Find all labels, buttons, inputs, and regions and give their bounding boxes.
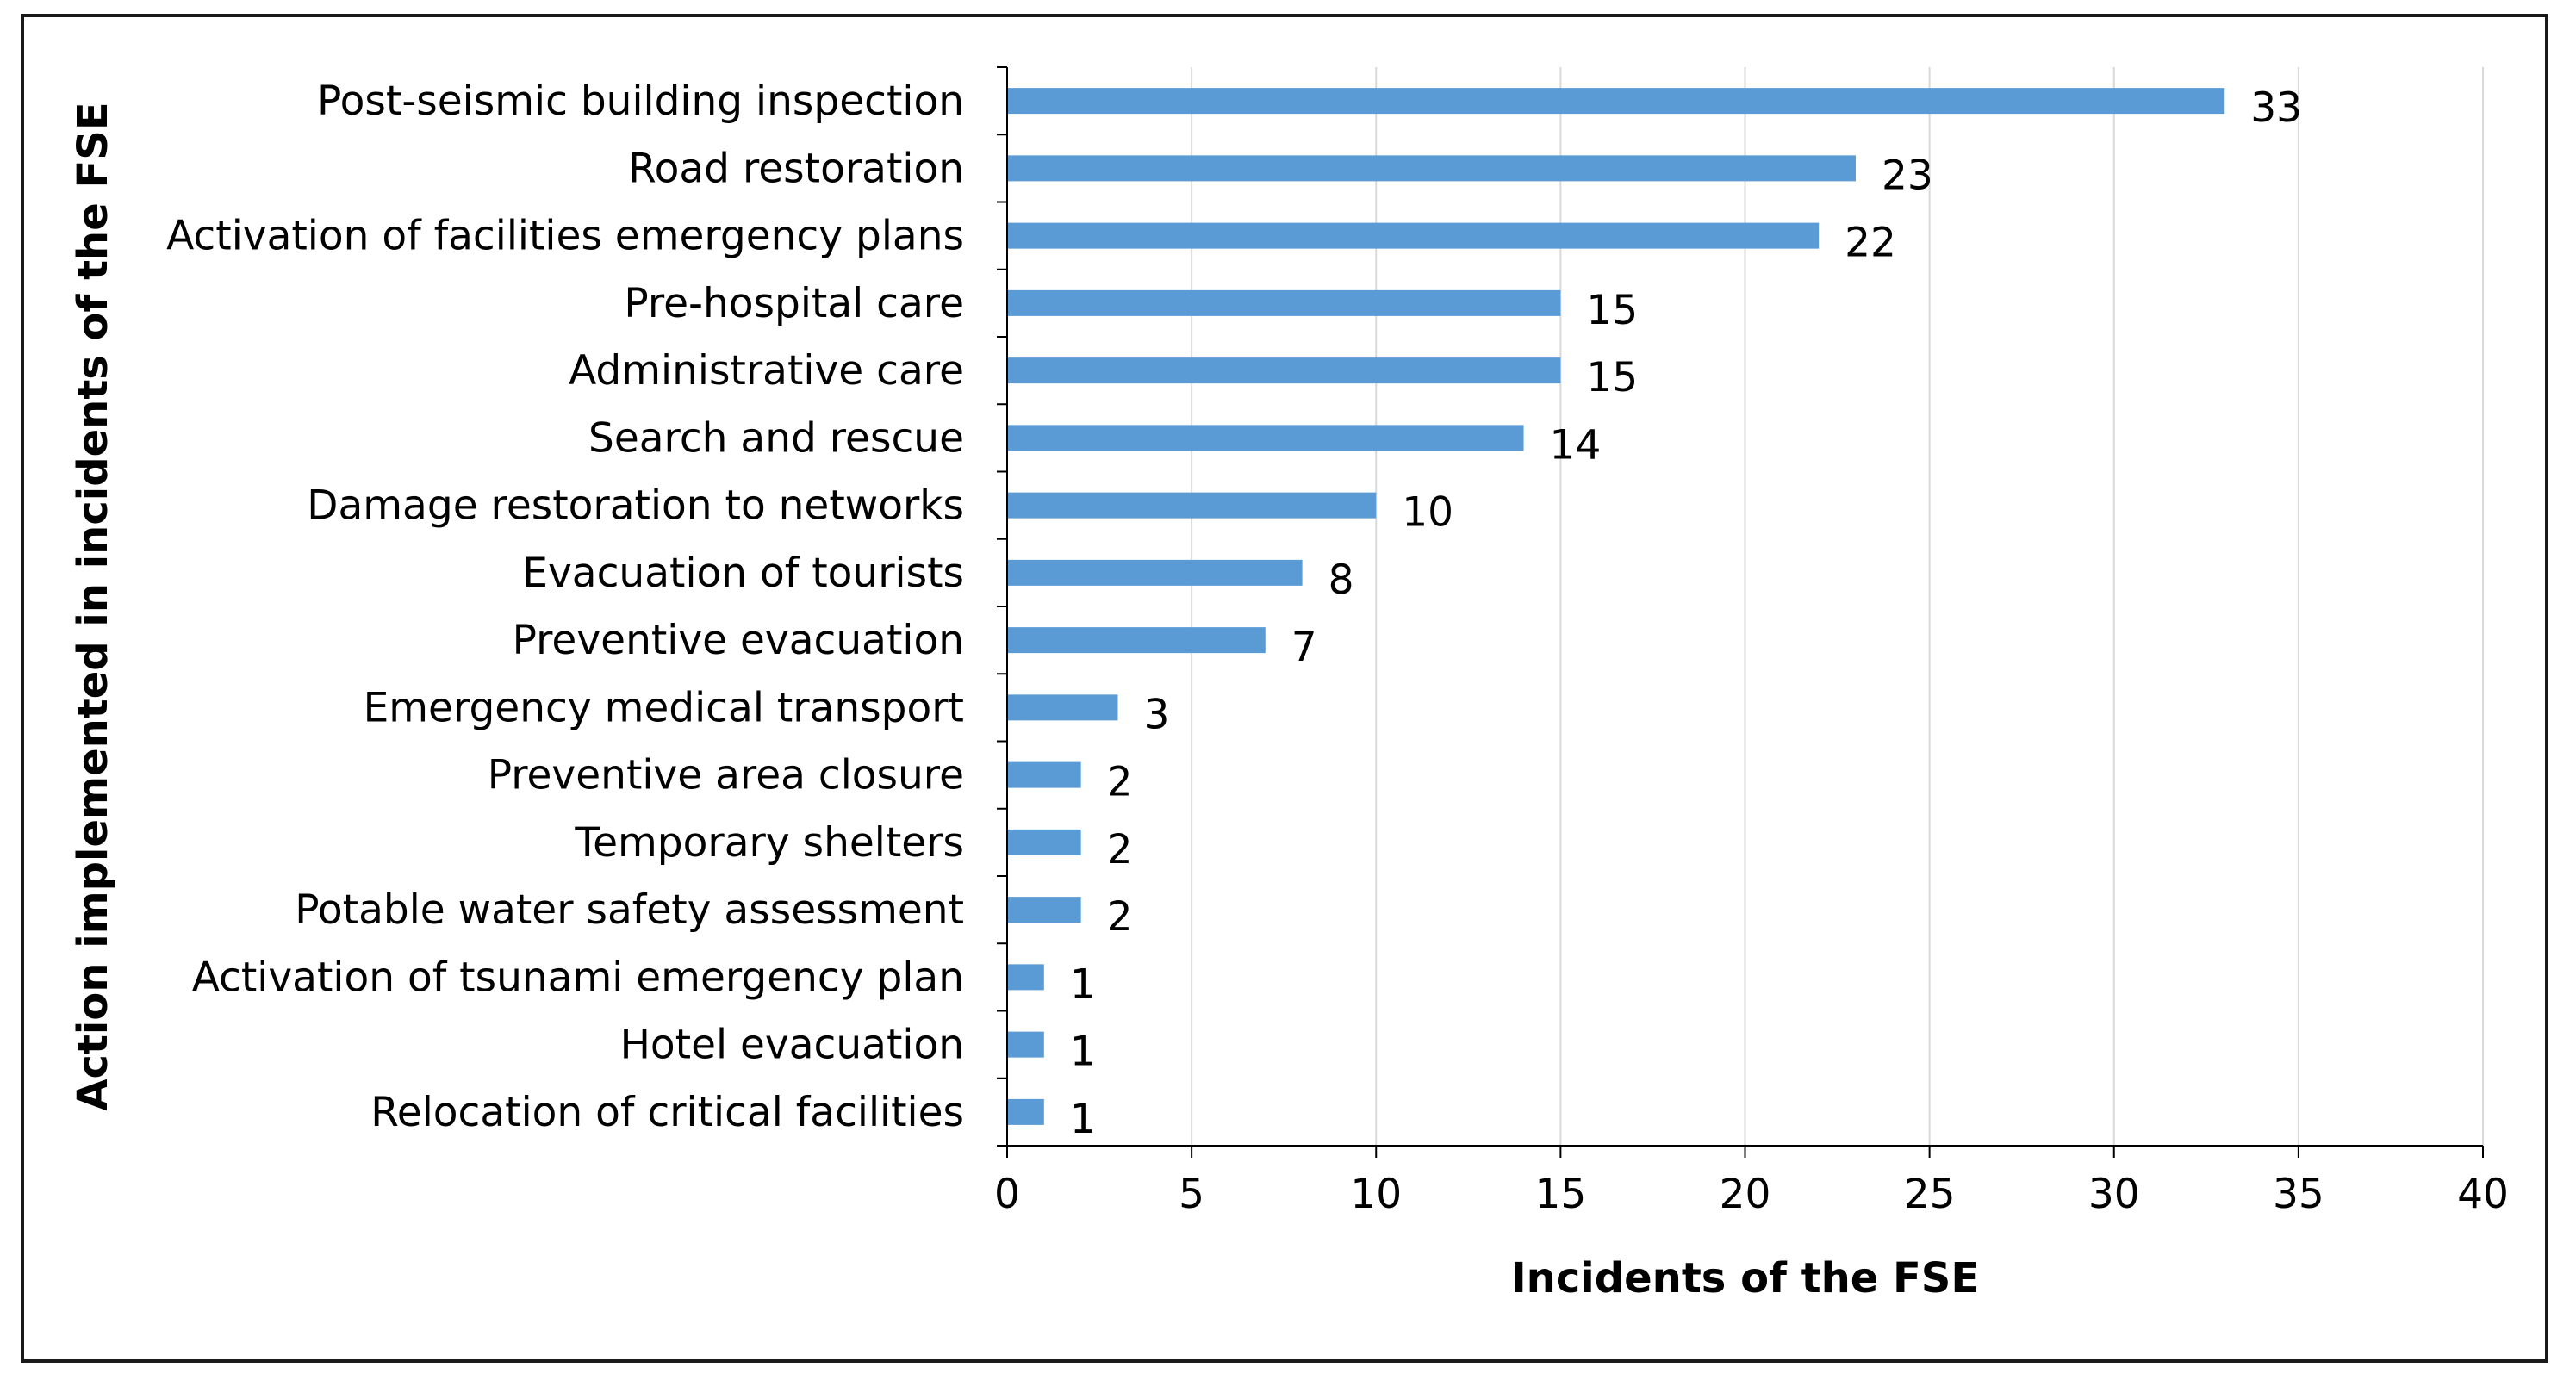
- data-label: 22: [1845, 220, 1896, 267]
- category-label: Temporary shelters: [574, 819, 964, 867]
- bar: [1007, 761, 1081, 788]
- data-label: 2: [1107, 893, 1133, 941]
- data-label: 1: [1070, 960, 1096, 1008]
- data-label: 3: [1143, 691, 1169, 738]
- x-tick-label: 25: [1904, 1171, 1956, 1218]
- axes: [997, 66, 2484, 1158]
- data-label: 2: [1107, 759, 1133, 806]
- bar: [1007, 964, 1044, 991]
- category-label: Search and rescue: [588, 414, 964, 462]
- bar: [1007, 88, 2225, 115]
- category-label: Damage restoration to networks: [307, 482, 964, 530]
- category-label: Post-seismic building inspection: [317, 78, 964, 125]
- x-tick-label: 10: [1350, 1171, 1402, 1218]
- category-label: Activation of tsunami emergency plan: [192, 954, 964, 1001]
- data-label: 15: [1586, 354, 1638, 401]
- category-label: Emergency medical transport: [364, 684, 964, 731]
- chart-frame: 0 5 10 15 20 25 30 35 40 Post-seismic building in…: [21, 14, 2548, 1363]
- bar: [1007, 222, 1820, 249]
- data-label: 1: [1070, 1029, 1096, 1076]
- category-label: Administrative care: [569, 347, 964, 395]
- x-tick-label: 5: [1179, 1171, 1204, 1218]
- bar: [1007, 155, 1856, 182]
- data-label: 1: [1070, 1096, 1096, 1143]
- x-tick-label: 15: [1534, 1171, 1586, 1218]
- category-label: Evacuation of tourists: [522, 550, 964, 597]
- bar: [1007, 1098, 1044, 1125]
- bar: [1007, 425, 1524, 451]
- bar: [1007, 694, 1118, 721]
- data-label: 10: [1402, 489, 1453, 537]
- bar: [1007, 559, 1303, 586]
- category-label: Potable water safety assessment: [295, 886, 964, 934]
- data-label: 15: [1586, 287, 1638, 334]
- x-tick-label: 0: [994, 1171, 1020, 1218]
- data-label: 23: [1882, 152, 1933, 199]
- category-label: Activation of facilities emergency plans: [166, 213, 964, 260]
- bar: [1007, 357, 1561, 384]
- bar: [1007, 627, 1266, 654]
- bar: [1007, 897, 1081, 923]
- bar: [1007, 492, 1377, 519]
- category-label: Road restoration: [628, 145, 964, 192]
- category-label: Preventive area closure: [488, 752, 964, 799]
- bar: [1007, 289, 1561, 316]
- data-label: 8: [1328, 556, 1354, 604]
- x-tick-label: 30: [2088, 1171, 2140, 1218]
- bar-chart: 0 5 10 15 20 25 30 35 40 Post-seismic building in…: [69, 66, 2509, 1302]
- data-label: 7: [1291, 624, 1317, 671]
- bars: [1007, 88, 2225, 1125]
- category-label: Pre-hospital care: [624, 280, 964, 327]
- data-label: 2: [1107, 826, 1133, 873]
- category-label: Preventive evacuation: [513, 617, 964, 664]
- x-tick-label: 40: [2457, 1171, 2509, 1218]
- category-label: Hotel evacuation: [620, 1022, 964, 1069]
- labels: 0 5 10 15 20 25 30 35 40 Post-seismic building in…: [166, 78, 2509, 1218]
- bar: [1007, 1031, 1044, 1058]
- data-label: 33: [2250, 84, 2302, 132]
- y-axis-title: Action implemented in incidents of the F…: [69, 102, 117, 1110]
- category-label: Relocation of critical facilities: [370, 1089, 964, 1136]
- x-tick-label: 20: [1720, 1171, 1771, 1218]
- x-axis-title: Incidents of the FSE: [1511, 1254, 1979, 1302]
- bar: [1007, 829, 1081, 855]
- data-label: 14: [1550, 421, 1602, 469]
- x-tick-label: 35: [2273, 1171, 2324, 1218]
